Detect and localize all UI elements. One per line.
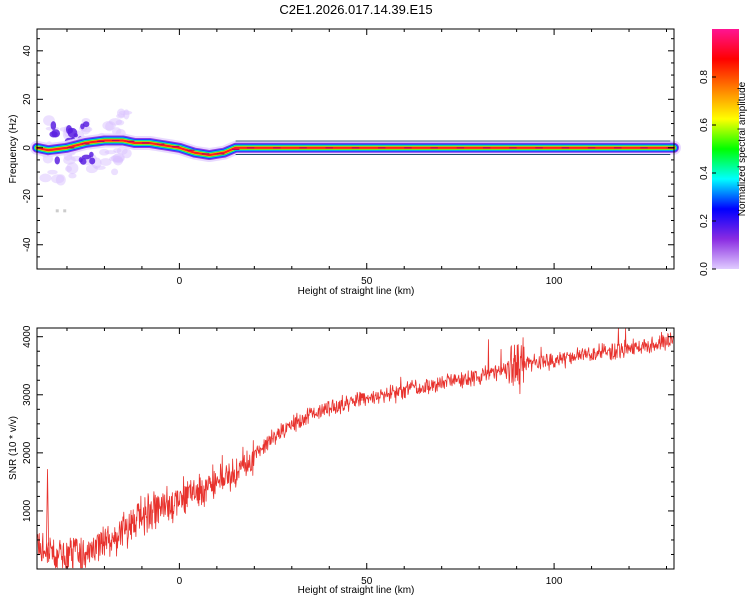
- snr-x-axis-label: Height of straight line (km): [298, 585, 415, 596]
- snr-y-tick-label: 1000: [22, 499, 33, 522]
- spectrogram-energy-blob: [50, 121, 57, 130]
- spectrogram-noise-blob: [104, 150, 117, 155]
- colorbar-gradient: [712, 29, 739, 269]
- spectrogram-noise-blob: [108, 118, 122, 126]
- spectrogram-y-tick-label: 40: [22, 45, 33, 57]
- snr-ticks: 0 50 100 1000 2000 3000 4000: [22, 325, 674, 587]
- spectrogram-ticks: 0 50 100 -40 -20 0 20 40: [22, 29, 674, 287]
- spectrogram-noise-blob: [123, 109, 130, 120]
- snr-y-axis-label: SNR (10 * v/v): [8, 416, 19, 480]
- spectrogram-noise-blob: [63, 155, 76, 165]
- spectrogram-noise-blob: [68, 173, 77, 179]
- spectrogram-speck: [63, 209, 67, 213]
- colorbar-tick-label: 0.4: [699, 166, 710, 180]
- colorbar-label: Normalized spectral amplitude: [737, 81, 748, 216]
- snr-content: [36, 327, 675, 569]
- snr-y-tick-label: 2000: [22, 441, 33, 464]
- spectrogram-energy-blob: [54, 156, 60, 165]
- spectrogram-content: [30, 108, 681, 213]
- colorbar-tick-label: 0.0: [699, 262, 710, 276]
- spectrogram-noise-blob: [111, 168, 119, 176]
- spectrogram-noise-blob: [65, 165, 72, 172]
- snr-y-tick-label: 3000: [22, 383, 33, 406]
- snr-frame: [36, 327, 675, 570]
- snr-x-tick-label: 50: [361, 576, 373, 587]
- spectrogram-noise-blob: [55, 174, 66, 186]
- snr-x-tick-label: 100: [546, 576, 563, 587]
- colorbar-tick-label: 0.2: [699, 214, 710, 228]
- snr-panel: 0 50 100 1000 2000 3000 4000 Height of straigh…: [8, 325, 675, 596]
- colorbar-ticks: 0.0 0.2 0.4 0.6 0.8: [699, 70, 716, 276]
- snr-spike: [45, 469, 50, 552]
- spectrogram-energy-blob: [80, 123, 85, 130]
- spectrogram-speck: [55, 209, 59, 213]
- spectrogram-energy-blob: [49, 131, 58, 138]
- spectrogram-x-tick-label: 50: [361, 276, 373, 287]
- spectrogram-y-tick-label: 20: [22, 93, 33, 105]
- colorbar-tick-label: 0.8: [699, 70, 710, 84]
- snr-series-line: [36, 327, 675, 569]
- spectrogram-x-tick-label: 100: [546, 276, 563, 287]
- spectrogram-energy-blob: [80, 158, 87, 165]
- spectrogram-noise-blob: [99, 158, 112, 166]
- colorbar: 0.0 0.2 0.4 0.6 0.8 Normalized spectral ampl…: [699, 29, 748, 276]
- spectrogram-panel: 0 50 100 -40 -20 0 20 40 Height of straight lin…: [8, 28, 681, 297]
- spectrogram-noise-blob: [47, 169, 58, 175]
- spectrogram-noise-blob: [113, 155, 123, 166]
- colorbar-tick-label: 0.6: [699, 118, 710, 132]
- spectrogram-x-tick-label: 0: [177, 276, 183, 287]
- spectrogram-energy-blob: [67, 127, 78, 138]
- snr-y-tick-label: 4000: [22, 325, 33, 348]
- spectrogram-noise-blob: [116, 113, 126, 119]
- spectrogram-energy-blob: [89, 157, 96, 165]
- spectrogram-y-axis-label: Frequency (Hz): [8, 115, 19, 184]
- spectrogram-energy-blob: [81, 154, 92, 160]
- spectrogram-y-tick-label: -40: [22, 237, 33, 252]
- snr-x-tick-label: 0: [177, 576, 183, 587]
- spectrogram-noise-blob: [39, 173, 52, 183]
- spectrogram-x-axis-label: Height of straight line (km): [298, 286, 415, 297]
- spectrogram-y-tick-label: 0: [22, 145, 33, 151]
- spectrogram-frame: [36, 28, 675, 270]
- figure-title: C2E1.2026.017.14.39.E15: [279, 2, 432, 17]
- spectrogram-y-tick-label: -20: [22, 189, 33, 204]
